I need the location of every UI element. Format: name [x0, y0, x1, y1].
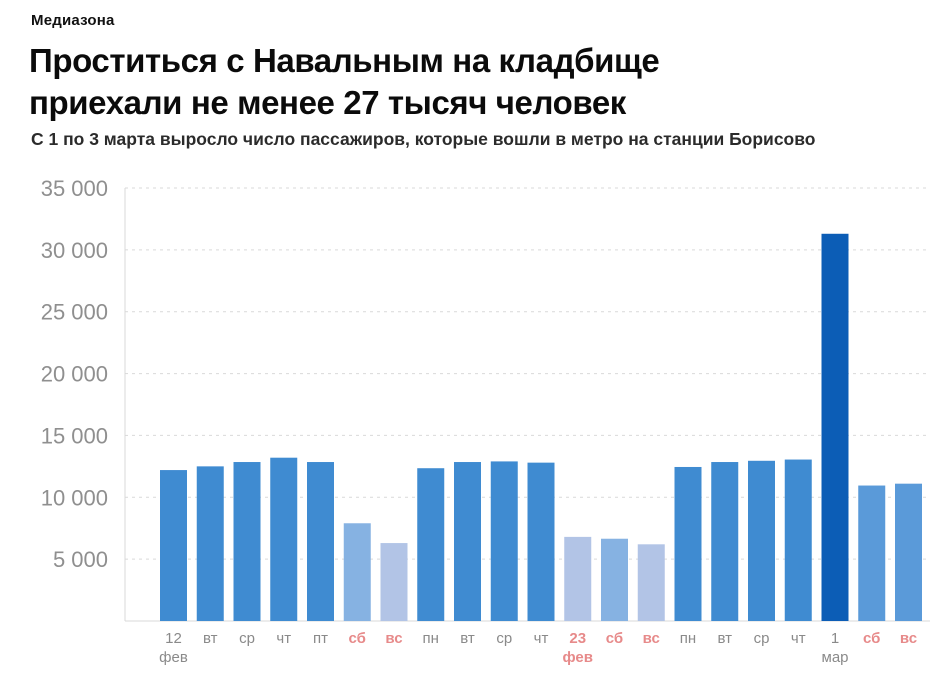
bar	[380, 543, 408, 621]
x-tick-label: мар	[822, 649, 849, 666]
x-tick-label: ср	[754, 630, 770, 647]
x-tick-label: ср	[239, 630, 255, 647]
x-tick-label: пт	[313, 630, 328, 647]
x-tick-label: чт	[276, 630, 291, 647]
x-tick-label: сб	[606, 630, 623, 647]
y-tick-label: 25 000	[41, 300, 108, 325]
x-tick-label: чт	[791, 630, 806, 647]
x-tick-label: вт	[717, 630, 732, 647]
x-tick-label: вс	[643, 630, 660, 647]
x-tick-label: вс	[385, 630, 402, 647]
y-tick-label: 15 000	[41, 423, 108, 448]
x-tick-label: вт	[460, 630, 475, 647]
y-tick-label: 10 000	[41, 485, 108, 510]
bar	[343, 523, 371, 621]
x-tick-label: 23	[569, 630, 586, 647]
x-tick-label: сб	[349, 630, 366, 647]
bar	[564, 536, 592, 621]
x-tick-label: вт	[203, 630, 218, 647]
x-tick-label: ср	[496, 630, 512, 647]
bar	[527, 462, 555, 621]
bar	[490, 461, 518, 621]
bar	[784, 459, 812, 621]
x-tick-label: 1	[831, 630, 839, 647]
y-tick-label: 30 000	[41, 238, 108, 263]
bar	[160, 470, 187, 621]
y-tick-label: 20 000	[41, 362, 108, 387]
x-tick-label: чт	[534, 630, 549, 647]
bar	[270, 457, 298, 621]
bar	[858, 485, 886, 621]
chart-subtitle: С 1 по 3 марта выросло число пассажиров,…	[31, 129, 816, 149]
chart-title-line-2: приехали не менее 27 тысяч человек	[29, 84, 626, 121]
bar	[233, 462, 261, 621]
bar	[711, 462, 739, 621]
y-tick-label: 5 000	[53, 547, 108, 572]
y-axis-labels: 5 000 10 000 15 000 20 000 25 000 30 000 35 00…	[41, 176, 108, 572]
x-tick-label: пн	[423, 630, 439, 647]
y-tick-label: 35 000	[41, 176, 108, 201]
bars-layer	[160, 233, 922, 621]
bar	[821, 233, 849, 621]
bar	[417, 468, 445, 621]
x-tick-label: фев	[563, 649, 594, 666]
bar	[196, 466, 224, 621]
x-tick-label: пн	[680, 630, 696, 647]
x-tick-label: 12	[165, 630, 182, 647]
chart-title-line-1: Проститься с Навальным на кладбище	[29, 42, 660, 79]
bar	[637, 544, 665, 621]
bar	[748, 460, 775, 621]
x-tick-label: сб	[863, 630, 880, 647]
source-brand: Медиазона	[31, 12, 115, 29]
bar	[601, 538, 628, 621]
chart-title: Проститься с Навальным на кладбище приех…	[29, 40, 909, 124]
bar	[895, 483, 922, 621]
bar	[674, 466, 702, 621]
bar	[454, 462, 481, 621]
bar	[307, 462, 334, 621]
x-tick-label: вс	[900, 630, 917, 647]
x-tick-label: фев	[159, 649, 188, 666]
